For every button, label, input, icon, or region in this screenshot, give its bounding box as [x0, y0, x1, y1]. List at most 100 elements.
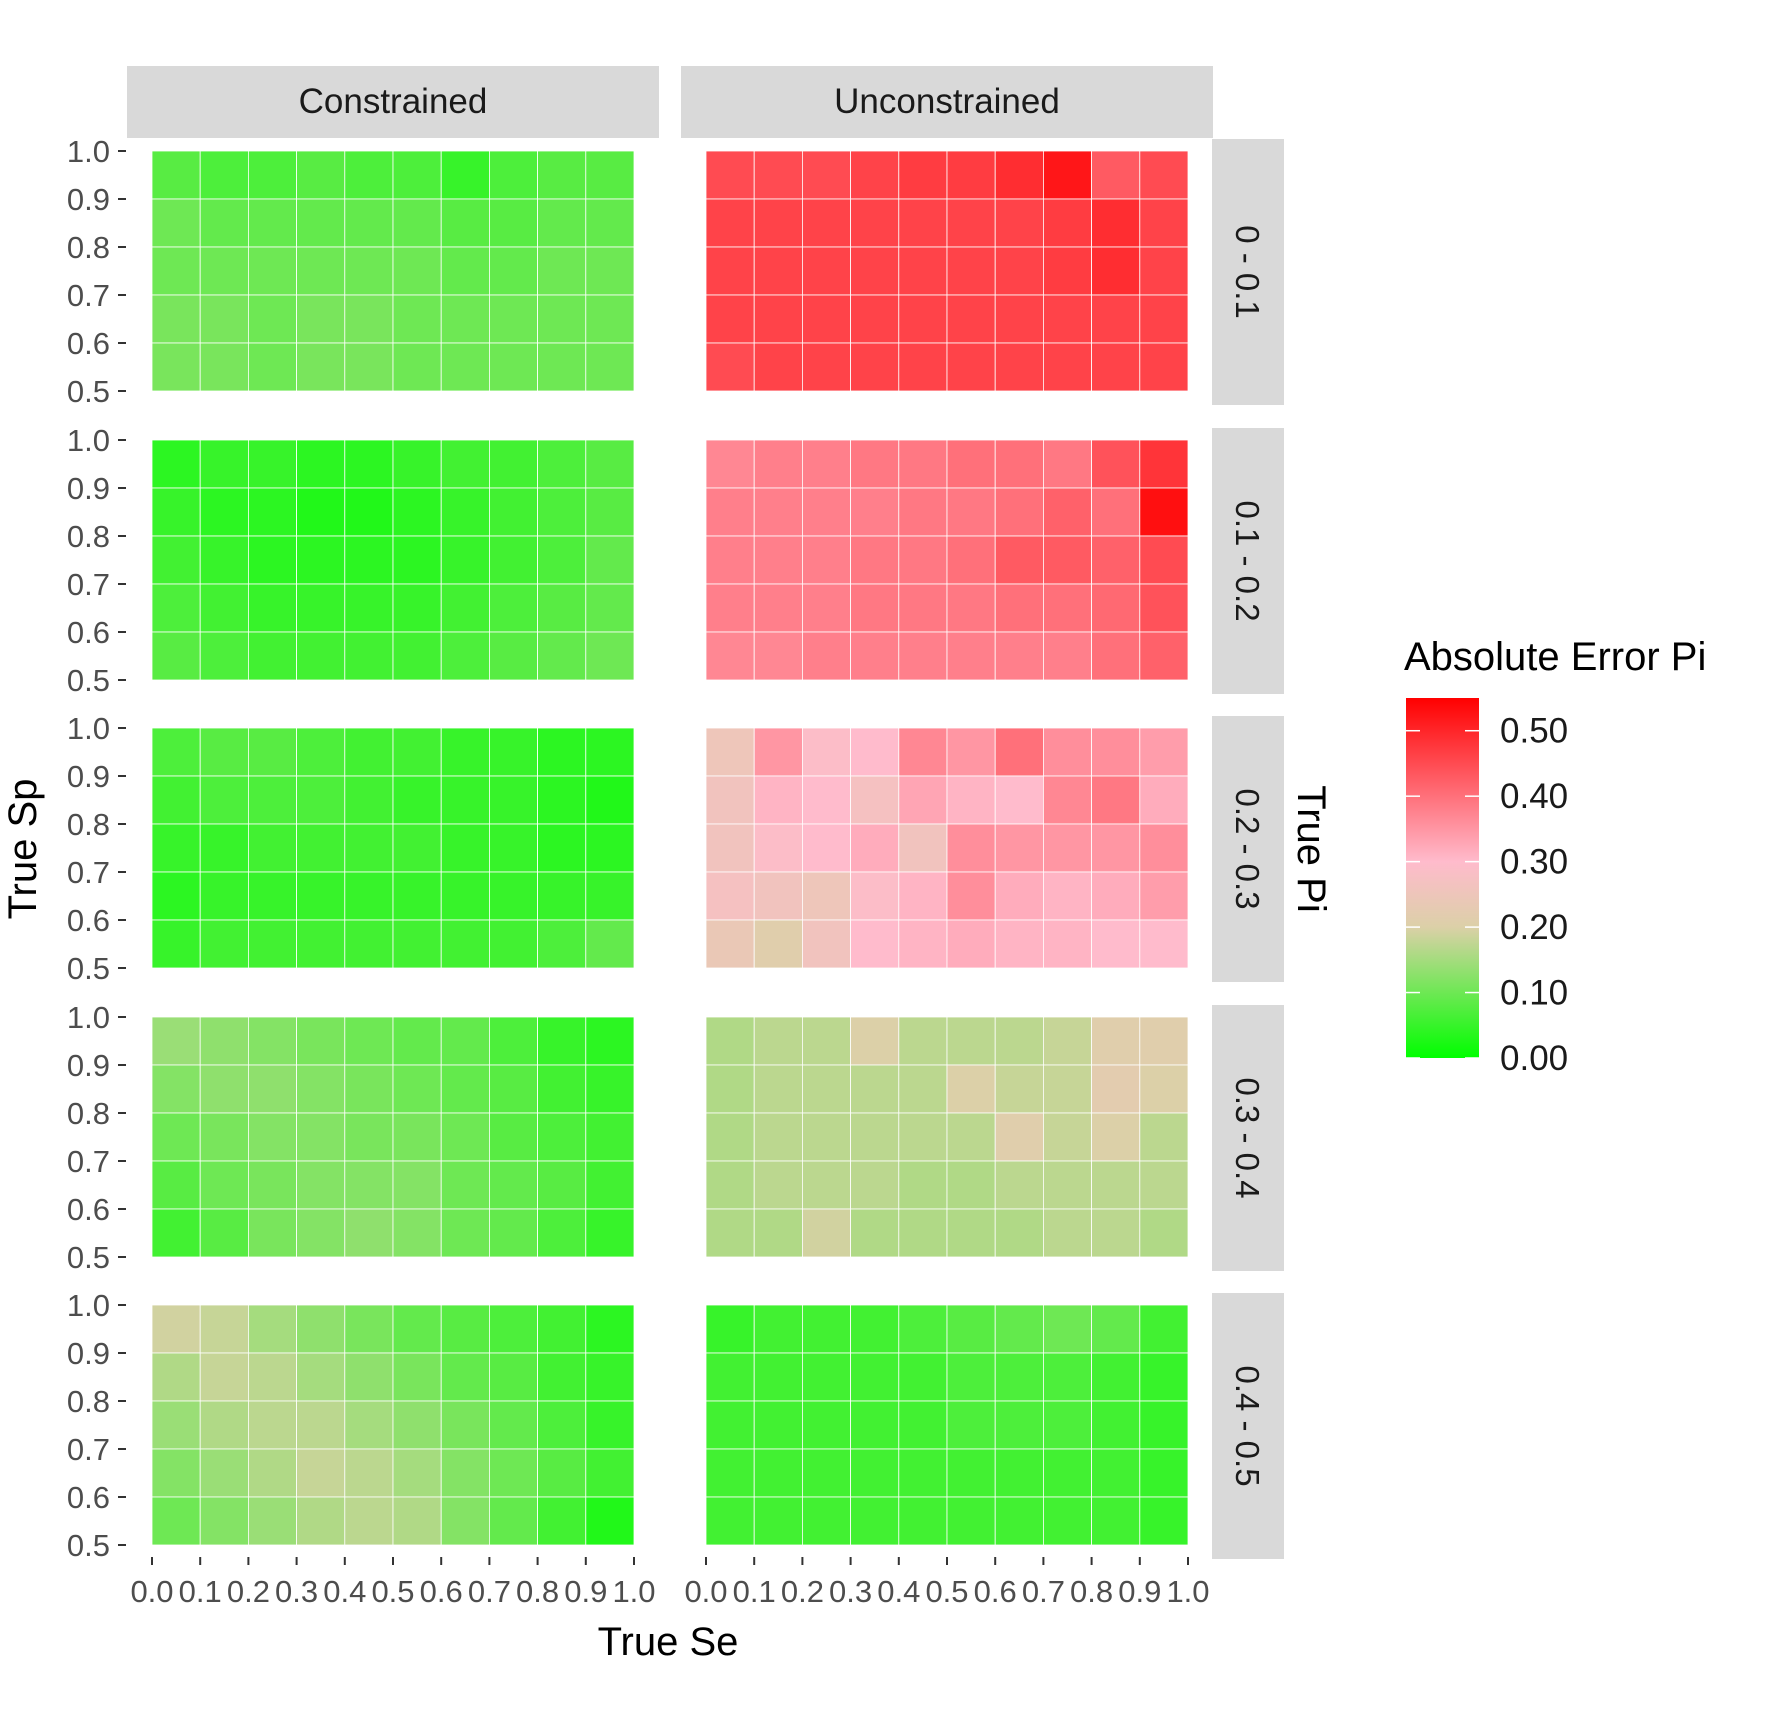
- x-tick-label: 0.7: [1022, 1574, 1065, 1609]
- heatmap-cell: [392, 919, 442, 969]
- heatmap-cell: [946, 246, 996, 296]
- heatmap-cell: [199, 1064, 249, 1114]
- heatmap-cell: [585, 727, 635, 777]
- axes: 0.50.60.70.80.91.00.50.60.70.80.91.00.50…: [67, 134, 1210, 1609]
- heatmap-panel: [151, 1304, 635, 1546]
- heatmap-cell: [151, 439, 201, 489]
- heatmap-cell: [199, 775, 249, 825]
- heatmap-cell: [1043, 150, 1093, 200]
- legend-tick-label: 0.40: [1500, 777, 1568, 816]
- heatmap-cell: [1043, 1352, 1093, 1402]
- heatmap-cell: [705, 439, 755, 489]
- y-tick-label: 0.6: [67, 1192, 110, 1227]
- heatmap-cell: [151, 246, 201, 296]
- heatmap-cell: [1091, 1496, 1141, 1546]
- heatmap-cell: [994, 294, 1044, 344]
- heatmap-cell: [850, 1352, 900, 1402]
- heatmap-cell: [392, 1496, 442, 1546]
- heatmap-cell: [247, 150, 297, 200]
- heatmap-cell: [1139, 775, 1189, 825]
- heatmap-cell: [802, 1160, 852, 1210]
- heatmap-cell: [802, 294, 852, 344]
- heatmap-cell: [946, 631, 996, 681]
- heatmap-cell: [1043, 1304, 1093, 1354]
- heatmap-cell: [199, 487, 249, 537]
- heatmap-cell: [705, 342, 755, 392]
- heatmap-cell: [1043, 1016, 1093, 1066]
- heatmap-cell: [705, 1208, 755, 1258]
- heatmap-cell: [1091, 775, 1141, 825]
- heatmap-cell: [946, 1304, 996, 1354]
- y-tick-label: 0.8: [67, 1096, 110, 1131]
- heatmap-cell: [392, 294, 442, 344]
- heatmap-cell: [344, 1208, 394, 1258]
- heatmap-cell: [705, 1352, 755, 1402]
- heatmap-cell: [585, 342, 635, 392]
- heatmap-cell: [753, 1448, 803, 1498]
- heatmap-cell: [898, 1160, 948, 1210]
- heatmap-cell: [898, 487, 948, 537]
- heatmap-cell: [994, 823, 1044, 873]
- column-strip: [681, 66, 1213, 138]
- heatmap-cell: [705, 1016, 755, 1066]
- heatmap-cell: [850, 1496, 900, 1546]
- heatmap-cell: [994, 1496, 1044, 1546]
- heatmap-cell: [753, 487, 803, 537]
- heatmap-cell: [802, 1304, 852, 1354]
- heatmap-cell: [1043, 583, 1093, 633]
- legend-tick-label: 0.00: [1500, 1039, 1568, 1078]
- heatmap-panel: [705, 150, 1189, 392]
- heatmap-cell: [440, 775, 490, 825]
- heatmap-cell: [440, 631, 490, 681]
- x-tick-label: 0.3: [829, 1574, 872, 1609]
- heatmap-cell: [585, 1400, 635, 1450]
- heatmap-cell: [1091, 1208, 1141, 1258]
- heatmap-cell: [199, 1304, 249, 1354]
- heatmap-cell: [753, 1208, 803, 1258]
- heatmap-cell: [344, 439, 394, 489]
- heatmap-cell: [802, 919, 852, 969]
- heatmap-cell: [151, 727, 201, 777]
- heatmap-cell: [199, 1448, 249, 1498]
- heatmap-panel: [705, 439, 1189, 681]
- heatmap-cell: [850, 871, 900, 921]
- heatmap-cell: [151, 535, 201, 585]
- heatmap-cell: [488, 150, 538, 200]
- facet-strips: Constrained Unconstrained 0 - 0.1 0.1 - 0.2…: [127, 66, 1284, 1559]
- heatmap-cell: [898, 727, 948, 777]
- heatmap-cell: [537, 919, 587, 969]
- heatmap-cell: [802, 823, 852, 873]
- heatmap-cell: [1043, 1496, 1093, 1546]
- heatmap-cell: [802, 1016, 852, 1066]
- heatmap-cell: [898, 1064, 948, 1114]
- heatmap-cell: [344, 1112, 394, 1162]
- heatmap-cell: [199, 294, 249, 344]
- heatmap-cell: [1091, 1448, 1141, 1498]
- heatmap-cell: [802, 342, 852, 392]
- heatmap-cell: [247, 439, 297, 489]
- heatmap-cell: [344, 342, 394, 392]
- heatmap-cell: [1139, 631, 1189, 681]
- heatmap-cell: [296, 342, 346, 392]
- heatmap-cell: [898, 823, 948, 873]
- heatmap-cell: [898, 919, 948, 969]
- heatmap-cell: [946, 1400, 996, 1450]
- heatmap-cell: [753, 1016, 803, 1066]
- heatmap-cell: [392, 198, 442, 248]
- x-tick-label: 0.1: [179, 1574, 222, 1609]
- heatmap-cell: [946, 871, 996, 921]
- heatmap-cell: [247, 1112, 297, 1162]
- heatmap-cell: [994, 487, 1044, 537]
- heatmap-cell: [296, 823, 346, 873]
- heatmap-cell: [296, 1016, 346, 1066]
- heatmap-cell: [247, 823, 297, 873]
- heatmap-cell: [850, 919, 900, 969]
- heatmap-cell: [296, 1496, 346, 1546]
- x-tick-label: 0.5: [925, 1574, 968, 1609]
- heatmap-cell: [585, 919, 635, 969]
- heatmap-cell: [1139, 823, 1189, 873]
- heatmap-cell: [151, 1448, 201, 1498]
- heatmap-cell: [994, 342, 1044, 392]
- heatmap-cell: [1091, 439, 1141, 489]
- x-tick-label: 0.0: [130, 1574, 173, 1609]
